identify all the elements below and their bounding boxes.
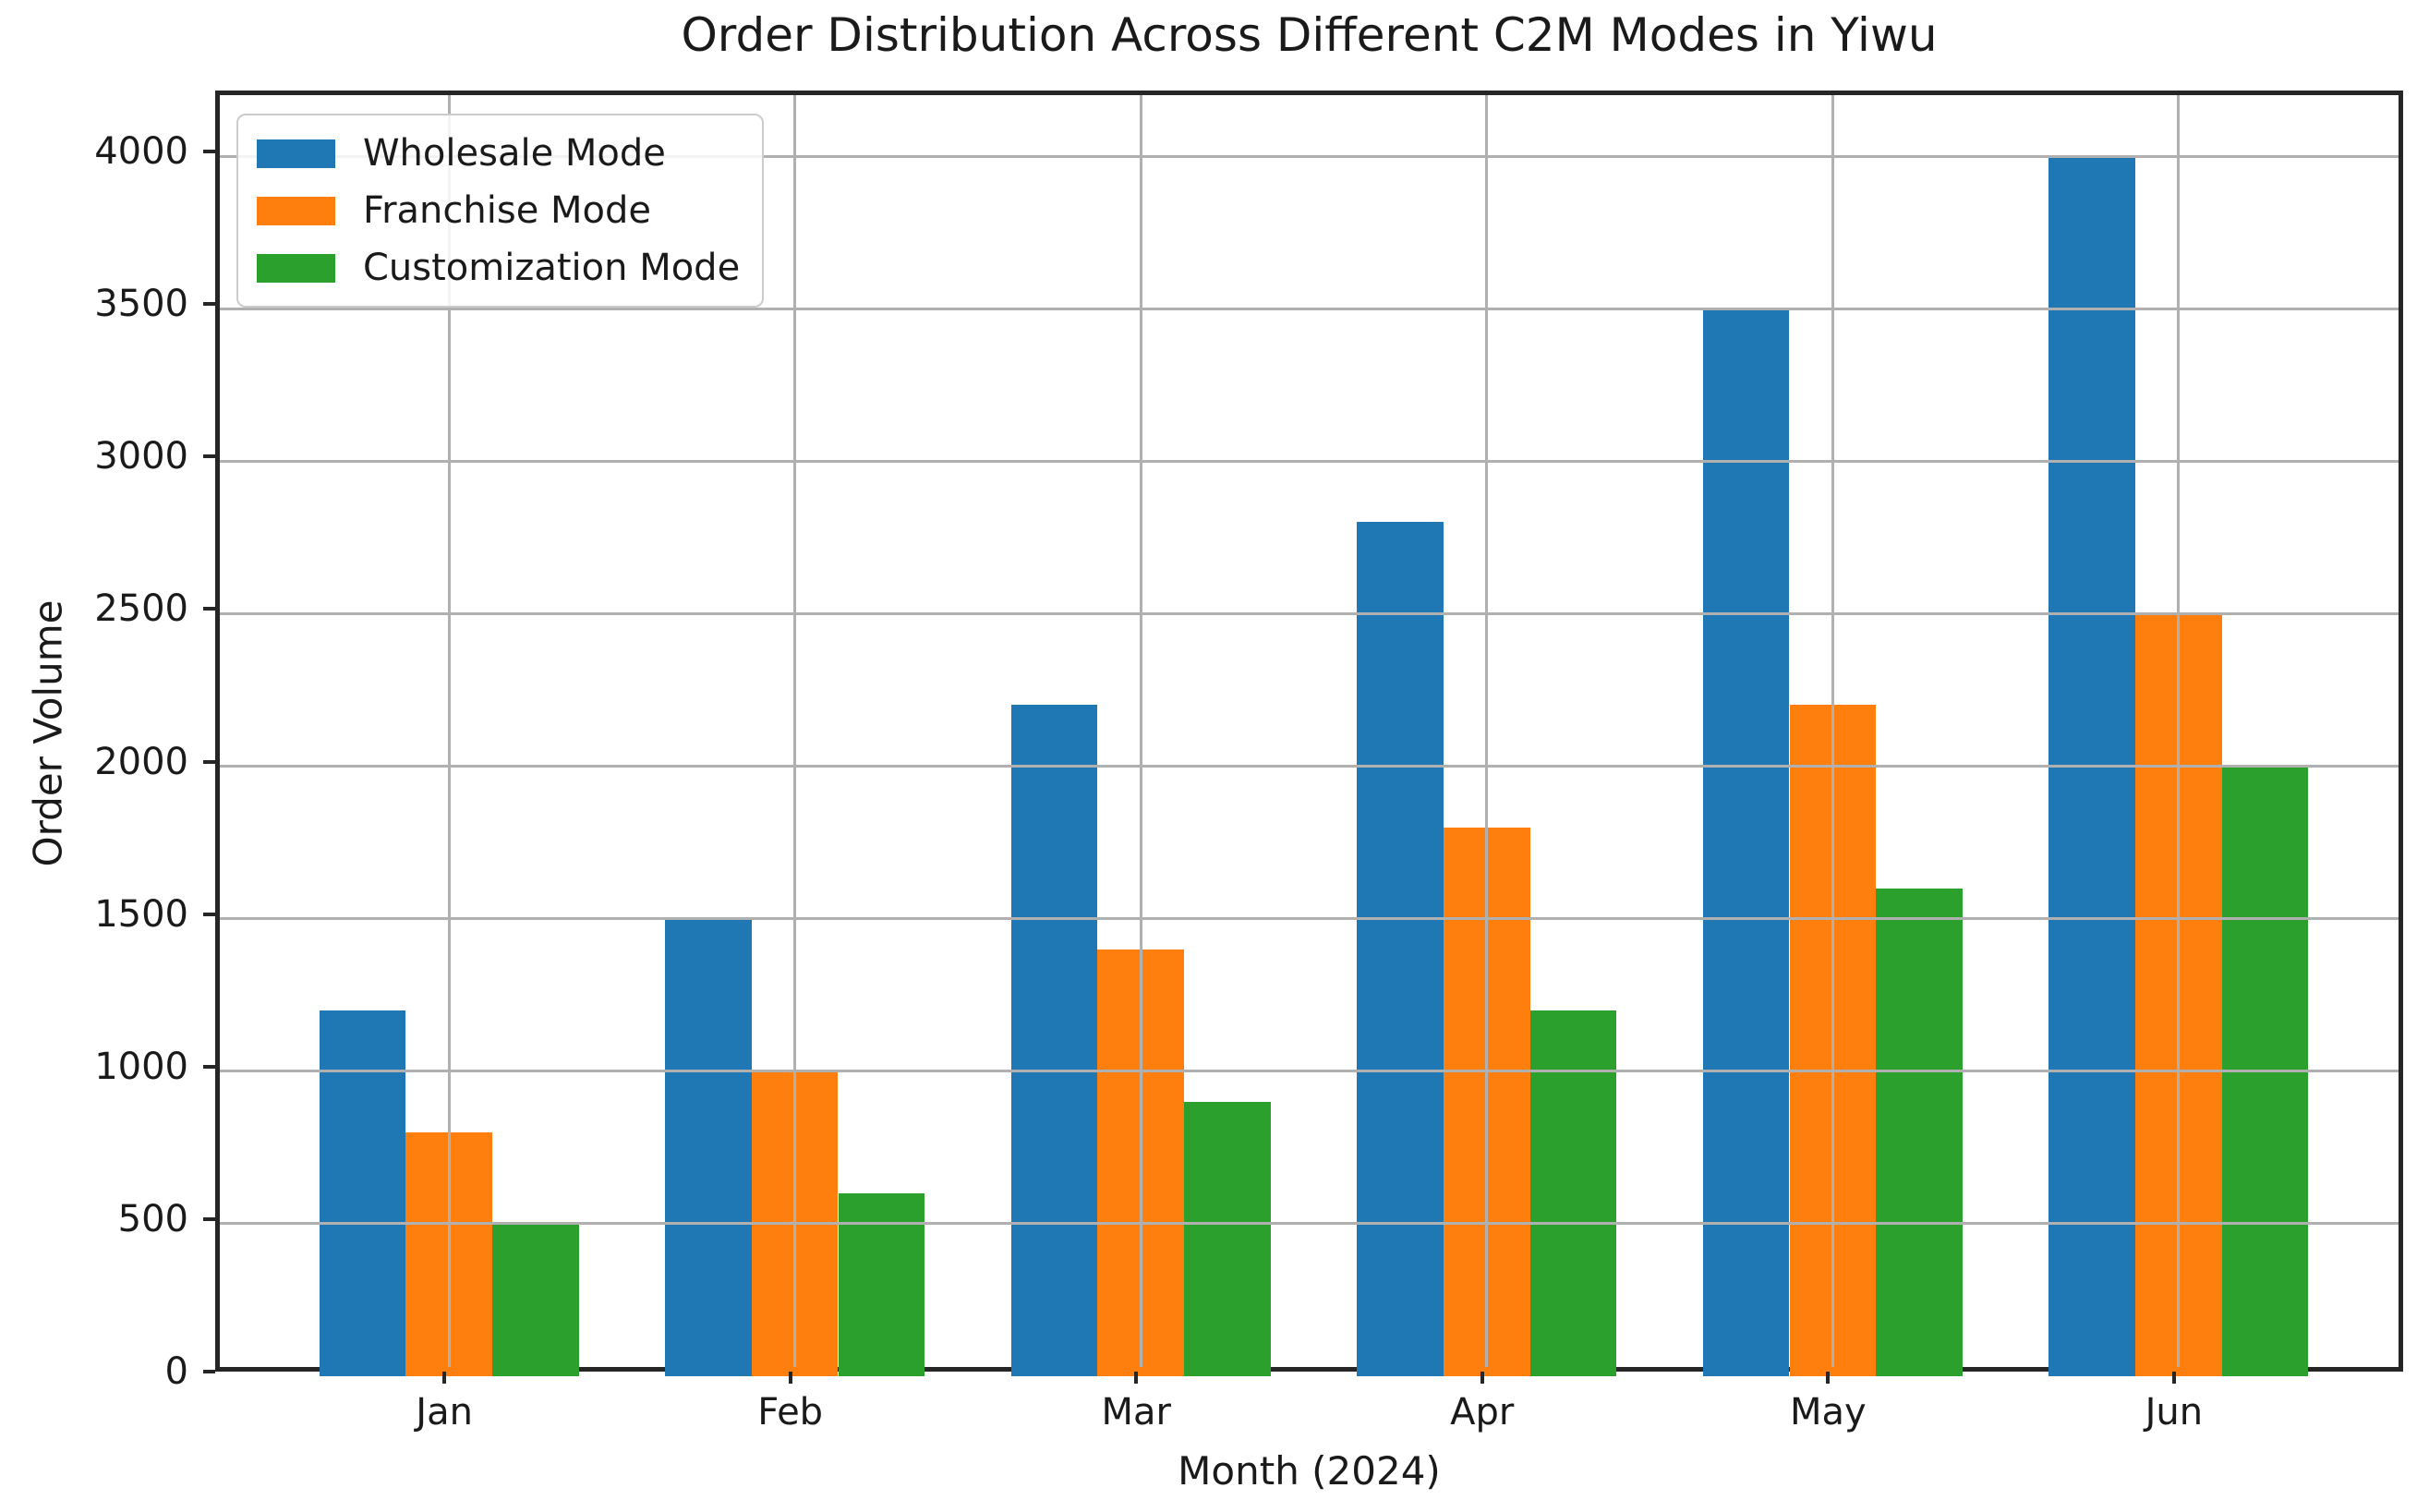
- xtick-label-may: May: [1789, 1391, 1867, 1433]
- gridline-y-1000: [220, 1070, 2399, 1073]
- xtick-mark-feb: [788, 1372, 792, 1384]
- bar-jan-2: [491, 1223, 579, 1376]
- xtick-label-feb: Feb: [757, 1391, 824, 1433]
- ytick-mark-2000: [203, 759, 215, 764]
- bar-mar-2: [1184, 1101, 1271, 1376]
- xtick-label-apr: Apr: [1450, 1391, 1515, 1433]
- gridline-y-4000: [220, 154, 2399, 158]
- xtick-mark-may: [1826, 1372, 1831, 1384]
- xtick-label-jun: Jun: [2145, 1391, 2204, 1433]
- plot-area: Wholesale Mode Franchise Mode Customizatio…: [215, 91, 2403, 1376]
- chart-title: Order Distribution Across Different C2M …: [681, 8, 1938, 62]
- legend-row-0: Wholesale Mode: [257, 132, 740, 175]
- legend-row-2: Customization Mode: [257, 247, 740, 289]
- ytick-mark-1000: [203, 1064, 215, 1069]
- gridline-x-jun: [2177, 95, 2181, 1367]
- legend-swatch-icon: [257, 253, 335, 283]
- y-axis-label: Order Volume: [25, 599, 71, 867]
- xtick-mark-apr: [1480, 1372, 1484, 1384]
- ytick-label-3000: 3000: [94, 435, 188, 478]
- gridline-x-jan: [447, 95, 451, 1367]
- gridline-y-3000: [220, 459, 2399, 463]
- xtick-label-mar: Mar: [1101, 1391, 1171, 1433]
- gridline-x-may: [1831, 95, 1834, 1367]
- ytick-mark-2500: [203, 607, 215, 611]
- legend-label: Customization Mode: [363, 247, 741, 289]
- legend-swatch-icon: [257, 196, 335, 225]
- bar-may-0: [1702, 308, 1790, 1376]
- ytick-label-4000: 4000: [94, 130, 188, 174]
- ytick-label-1000: 1000: [94, 1045, 188, 1088]
- legend-label: Wholesale Mode: [363, 132, 666, 175]
- ytick-mark-4000: [203, 150, 215, 154]
- ytick-mark-3500: [203, 302, 215, 307]
- ytick-mark-1500: [203, 912, 215, 916]
- legend-row-1: Franchise Mode: [257, 189, 740, 232]
- legend: Wholesale Mode Franchise Mode Customizatio…: [236, 114, 765, 308]
- legend-label: Franchise Mode: [363, 189, 652, 232]
- gridline-x-apr: [1485, 95, 1489, 1367]
- bar-may-2: [1876, 888, 1963, 1376]
- gridline-y-1500: [220, 917, 2399, 921]
- ytick-label-0: 0: [164, 1350, 188, 1393]
- xtick-mark-jun: [2171, 1372, 2176, 1384]
- ytick-mark-3000: [203, 454, 215, 459]
- ytick-label-1500: 1500: [94, 892, 188, 936]
- gridline-y-2500: [220, 611, 2399, 615]
- grid-layer: [220, 95, 2399, 1367]
- xtick-label-jan: Jan: [416, 1391, 473, 1433]
- ytick-label-2000: 2000: [94, 740, 188, 783]
- ytick-label-2500: 2500: [94, 587, 188, 631]
- xtick-mark-jan: [442, 1372, 447, 1384]
- x-axis-label: Month (2024): [1178, 1448, 1441, 1494]
- gridline-x-feb: [793, 95, 797, 1367]
- bar-feb-0: [665, 918, 752, 1376]
- ytick-mark-0: [203, 1370, 215, 1373]
- ytick-mark-500: [203, 1216, 215, 1221]
- ytick-label-500: 500: [117, 1197, 188, 1240]
- ytick-label-3500: 3500: [94, 283, 188, 326]
- gridline-y-500: [220, 1222, 2399, 1226]
- gridline-x-mar: [1139, 95, 1142, 1367]
- legend-swatch-icon: [257, 139, 335, 168]
- gridline-y-3500: [220, 307, 2399, 310]
- gridline-y-2000: [220, 765, 2399, 768]
- bar-mar-0: [1010, 705, 1098, 1376]
- bar-apr-0: [1357, 522, 1444, 1376]
- xtick-mark-mar: [1134, 1372, 1139, 1384]
